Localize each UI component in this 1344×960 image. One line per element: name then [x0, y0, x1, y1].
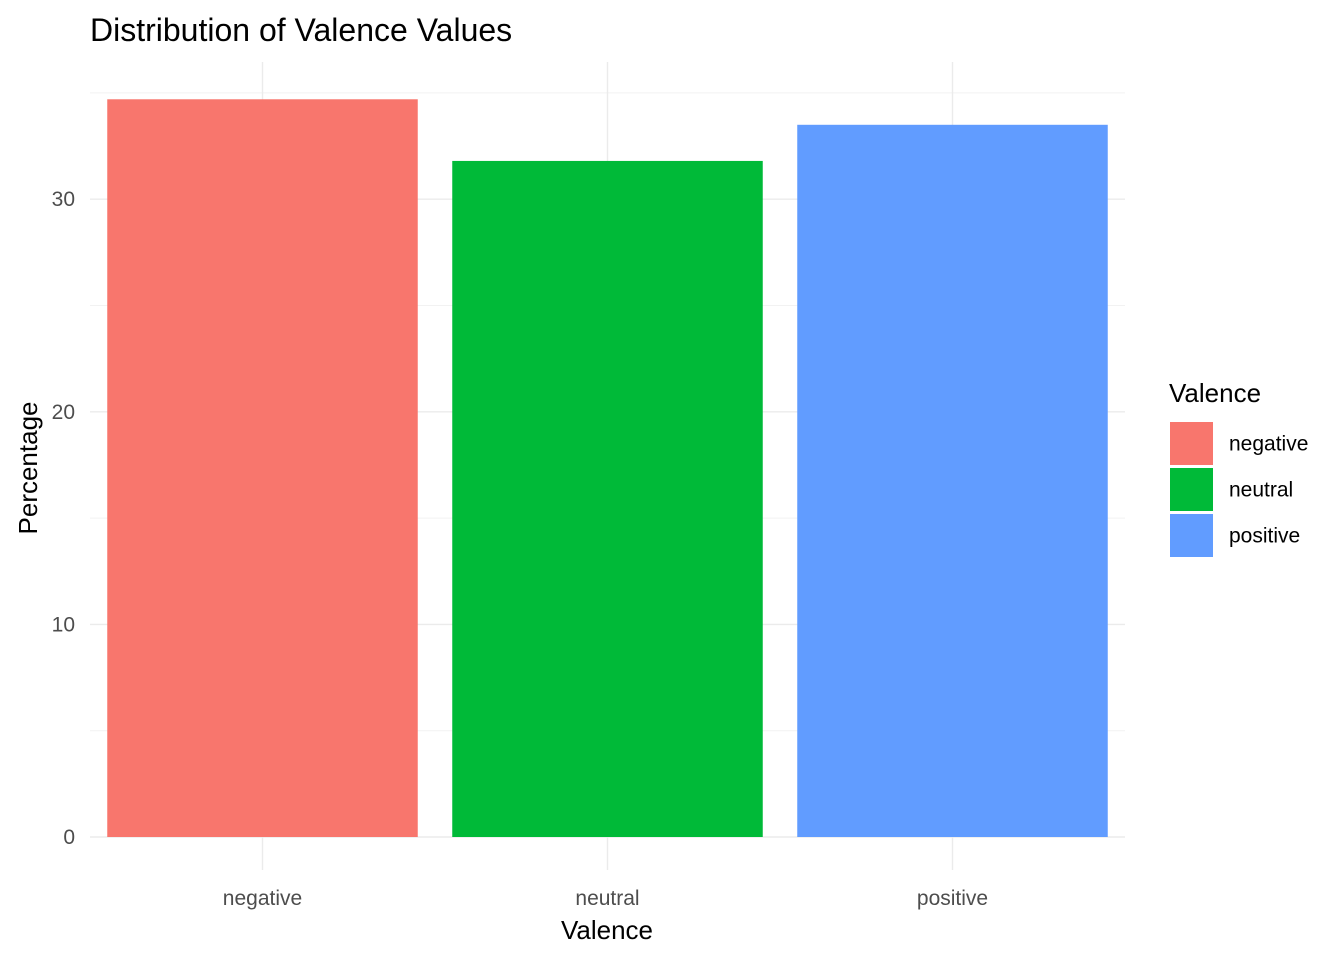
x-tick-label: negative — [223, 887, 302, 910]
y-axis-title: Percentage — [13, 402, 43, 535]
legend-key-neutral — [1170, 468, 1213, 511]
legend-label: neutral — [1229, 479, 1293, 502]
bar-positive — [797, 124, 1108, 838]
x-tick-label: positive — [917, 887, 988, 910]
y-tick-label: 0 — [63, 826, 75, 849]
legend-title: Valence — [1169, 378, 1261, 408]
x-axis-title: Valence — [561, 915, 653, 945]
x-axis-ticks: negative neutral positive — [223, 887, 988, 910]
legend: Valence negative neutral positive — [1169, 378, 1308, 557]
y-tick-label: 20 — [52, 401, 75, 424]
y-axis-ticks: 0 10 20 30 — [52, 188, 75, 849]
legend-key-positive — [1170, 514, 1213, 557]
legend-label: negative — [1229, 433, 1308, 456]
bars — [107, 99, 1108, 838]
legend-label: positive — [1229, 525, 1300, 548]
y-tick-label: 30 — [52, 188, 75, 211]
chart-title: Distribution of Valence Values — [90, 12, 512, 48]
bar-negative — [107, 99, 418, 837]
y-tick-label: 10 — [52, 613, 75, 636]
x-tick-label: neutral — [575, 887, 639, 910]
bar-neutral — [452, 160, 763, 837]
legend-key-negative — [1170, 422, 1213, 465]
